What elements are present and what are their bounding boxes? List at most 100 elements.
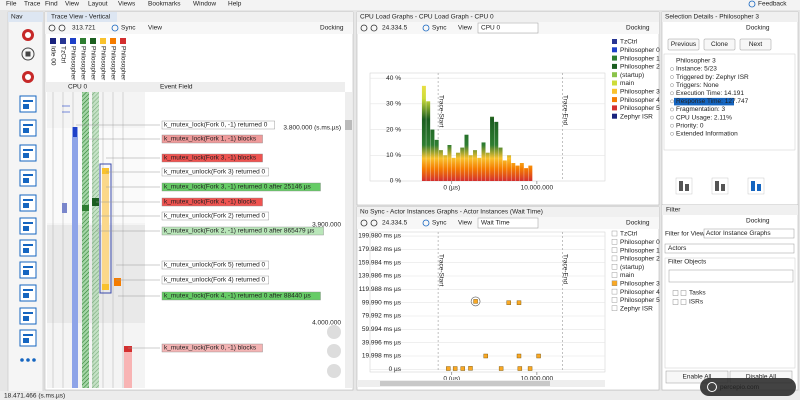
feedback-link[interactable]: Feedback xyxy=(758,1,787,8)
legend-label: TzCtrl xyxy=(620,231,638,238)
zoom-in[interactable] xyxy=(48,24,56,32)
legend-swatch[interactable] xyxy=(611,280,618,286)
event-label-box[interactable] xyxy=(161,134,263,144)
view-menu[interactable]: View xyxy=(148,25,162,32)
legend-swatch[interactable] xyxy=(611,305,618,311)
docking-menu[interactable]: Docking xyxy=(746,25,770,32)
instance-point[interactable] xyxy=(446,366,451,371)
zoom-in[interactable] xyxy=(360,24,368,32)
sync-button[interactable]: Sync xyxy=(432,25,447,32)
icon-glyph xyxy=(23,104,29,109)
sync-button[interactable]: Sync xyxy=(432,220,447,227)
menu-item[interactable]: Help xyxy=(228,1,242,8)
nav-button[interactable] xyxy=(667,38,700,51)
docking-menu[interactable]: Docking xyxy=(746,218,770,225)
instance-point[interactable] xyxy=(517,366,523,371)
nav-button[interactable] xyxy=(703,38,736,51)
overlay-button[interactable] xyxy=(327,344,341,358)
selector-dropdown[interactable] xyxy=(477,217,539,229)
scrollbar-track[interactable] xyxy=(345,92,352,388)
legend-swatch[interactable] xyxy=(611,297,618,303)
event-label-box[interactable] xyxy=(161,226,324,236)
legend-swatch xyxy=(612,97,617,103)
zoom-out[interactable] xyxy=(58,24,66,32)
event-label-box[interactable] xyxy=(161,275,269,285)
legend-swatch[interactable] xyxy=(611,264,618,270)
view-menu[interactable]: View xyxy=(458,25,472,32)
menu-item[interactable]: Trace xyxy=(24,1,41,8)
sync-button[interactable]: Sync xyxy=(121,25,136,32)
tree-item: Response Time: 127.747 xyxy=(676,98,749,105)
menu-item[interactable]: Layout xyxy=(88,1,108,8)
instance-point[interactable] xyxy=(460,366,466,371)
legend-swatch[interactable] xyxy=(611,272,618,278)
kind-dropdown-value: Actors xyxy=(668,245,687,252)
legend-swatch[interactable] xyxy=(611,288,618,295)
event-label: k_mutex_lock(Fork 3, -1) returned 0 afte… xyxy=(164,184,312,191)
event-label-box[interactable] xyxy=(161,211,269,221)
instance-point[interactable] xyxy=(468,366,473,371)
tree-expander[interactable] xyxy=(672,290,679,296)
view-dropdown[interactable] xyxy=(703,228,795,239)
y-tick-label: 179.982 ms µs xyxy=(358,246,402,253)
view-thumbnail[interactable] xyxy=(711,177,729,195)
filter-search[interactable] xyxy=(668,269,794,283)
docking-menu[interactable]: Docking xyxy=(626,25,650,32)
zoom-in[interactable] xyxy=(360,219,368,227)
legend-swatch[interactable] xyxy=(611,247,618,253)
zoom-out[interactable] xyxy=(370,24,378,32)
menu-item[interactable]: Views xyxy=(118,1,136,8)
event-label-box[interactable] xyxy=(161,167,269,177)
menu-item[interactable]: Bookmarks xyxy=(148,1,181,8)
filter-button-label: Disable All xyxy=(746,374,777,381)
instance-point[interactable] xyxy=(483,353,488,359)
docking-menu[interactable]: Docking xyxy=(320,25,344,32)
tree-expander[interactable] xyxy=(672,299,679,305)
overlay-button[interactable] xyxy=(327,364,341,378)
legend-swatch[interactable] xyxy=(611,230,618,237)
h-scrollbar-thumb[interactable] xyxy=(380,381,550,386)
legend-swatch[interactable] xyxy=(611,239,618,245)
more-dot[interactable] xyxy=(20,358,24,362)
instance-point[interactable] xyxy=(536,353,541,359)
event-label-box[interactable] xyxy=(161,260,269,270)
legend-swatch[interactable] xyxy=(611,255,618,262)
x-tick-label: 0 (µs) xyxy=(443,185,460,192)
instance-point[interactable] xyxy=(516,300,522,305)
menu-item[interactable]: File xyxy=(6,1,17,8)
event-label-box[interactable] xyxy=(161,153,263,163)
event-label-box[interactable] xyxy=(161,120,275,130)
trace-boundary-label: Trace-End xyxy=(562,95,569,125)
event-label-box[interactable] xyxy=(161,343,263,353)
instance-point[interactable] xyxy=(498,366,504,371)
view-menu[interactable]: View xyxy=(458,220,472,227)
docking-menu[interactable]: Docking xyxy=(626,220,650,227)
menu-item[interactable]: Find xyxy=(45,1,58,8)
instance-point[interactable] xyxy=(516,353,522,359)
toolbar-icon[interactable] xyxy=(21,47,35,61)
menu-item[interactable]: View xyxy=(65,1,79,8)
zoom-out[interactable] xyxy=(370,219,378,227)
nav-button[interactable] xyxy=(739,38,772,51)
tree-checkbox[interactable] xyxy=(680,299,687,305)
tree-checkbox[interactable] xyxy=(680,290,687,296)
view-thumbnail[interactable] xyxy=(675,177,693,195)
view-thumbnail[interactable] xyxy=(747,177,765,195)
menu-item[interactable]: Window xyxy=(193,1,216,8)
selector-dropdown[interactable] xyxy=(477,22,539,34)
event-label-box[interactable] xyxy=(161,197,263,207)
instance-point[interactable] xyxy=(527,366,533,371)
instance-point[interactable] xyxy=(506,300,511,305)
more-dot[interactable] xyxy=(32,358,36,362)
more-dot[interactable] xyxy=(26,358,30,362)
event-label-box[interactable] xyxy=(161,291,321,301)
overlay-button[interactable] xyxy=(327,325,341,339)
kind-dropdown[interactable] xyxy=(664,243,795,254)
instance-point[interactable] xyxy=(452,366,458,371)
column-label: Philosopher 4 xyxy=(109,46,116,86)
event-label-box[interactable] xyxy=(161,182,321,192)
scrollbar-thumb[interactable] xyxy=(345,120,352,130)
y-tick-label: 30 % xyxy=(386,101,401,108)
legend-label: Philosopher 0 xyxy=(620,239,660,246)
instance-point[interactable] xyxy=(473,299,478,304)
